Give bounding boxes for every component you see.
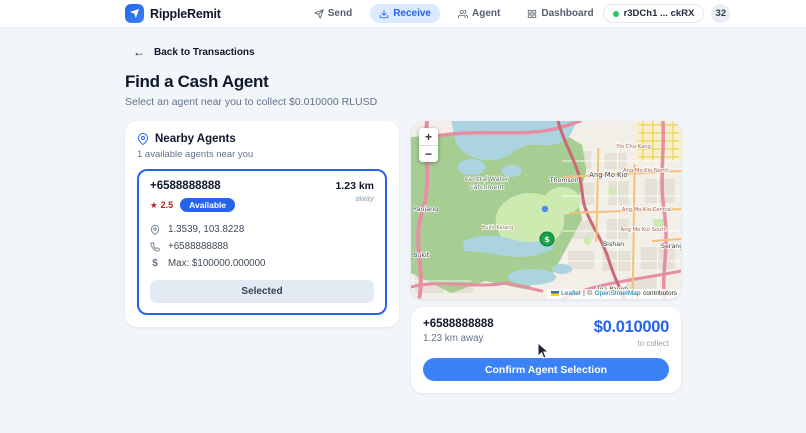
agent-marker-glyph: $ xyxy=(544,235,550,244)
map-label-amk-south: Ang Mo Kio South xyxy=(621,227,667,233)
map-small-parks xyxy=(583,187,665,245)
summary-amount: $0.010000 xyxy=(593,318,670,336)
location-pin-icon xyxy=(138,133,148,145)
map-column: + − xyxy=(411,121,681,393)
receive-icon xyxy=(380,9,389,18)
selection-summary-card: +6588888888 1.23 km away $0.010000 to co… xyxy=(411,307,681,393)
map-label-amk-central: Ang Mo Kio Central xyxy=(622,207,672,213)
brand-name: RippleRemit xyxy=(150,6,221,21)
phone-icon xyxy=(150,242,160,252)
leaflet-link[interactable]: Leaflet xyxy=(561,290,581,297)
back-arrow-icon: ← xyxy=(133,45,145,59)
main-nav: Send Receive Agent Dashboard xyxy=(305,4,603,23)
wallet-address: r3DCh1 ... ckRX xyxy=(623,8,695,19)
nav-tab-dashboard[interactable]: Dashboard xyxy=(518,4,602,23)
confirm-agent-selection-button[interactable]: Confirm Agent Selection xyxy=(423,358,669,381)
map-label-panjang: Panjang xyxy=(413,206,438,213)
coordinates-pin-icon xyxy=(150,224,160,235)
agent-contact-phone: +6588888888 xyxy=(168,241,229,253)
page-subtitle: Select an agent near you to collect $0.0… xyxy=(125,96,378,108)
send-icon xyxy=(314,8,324,19)
selected-button[interactable]: Selected xyxy=(150,280,374,304)
nearby-agents-card: Nearby Agents 1 available agents near yo… xyxy=(125,121,399,328)
user-location-marker xyxy=(541,205,549,213)
agent-rating: 2.5 xyxy=(160,200,174,211)
page-content: ← Back to Transactions Find a Cash Agent… xyxy=(125,28,681,393)
map-zoom-in-button[interactable]: + xyxy=(419,128,438,145)
map-label-amk-north: Ang Mo Kio North xyxy=(623,168,669,174)
agent-distance: 1.23 km xyxy=(335,180,374,192)
back-link-label: Back to Transactions xyxy=(154,46,255,58)
ukraine-flag-icon xyxy=(550,291,559,296)
top-navbar: RippleRemit Send Receive Agent Dashboard xyxy=(0,0,806,28)
map-label-central-water-2: Catchment xyxy=(469,184,504,191)
nav-tab-agent-label: Agent xyxy=(472,8,501,19)
map-label-ang-mo-kio: Ang Mo Kio xyxy=(589,171,627,179)
brand[interactable]: RippleRemit xyxy=(125,4,221,23)
map-label-serangoon: Serangoon xyxy=(661,243,681,250)
agent-distance-caption: away xyxy=(355,194,374,203)
dollar-icon: $ xyxy=(152,258,158,270)
notification-count-badge[interactable]: 32 xyxy=(711,4,731,23)
attribution-suffix: contributors xyxy=(643,290,677,297)
nav-tab-send[interactable]: Send xyxy=(305,4,361,23)
map-label-thomson: Thomson xyxy=(549,177,579,184)
map-label-yio-chu-kang: Yio Chu Kang xyxy=(615,144,650,150)
attribution-divider: | xyxy=(583,290,585,297)
dashboard-grid-icon xyxy=(528,9,537,18)
brand-logo-icon xyxy=(125,4,144,23)
nearby-agents-subtitle: 1 available agents near you xyxy=(137,149,254,160)
wallet-address-pill[interactable]: r3DCh1 ... ckRX xyxy=(602,4,705,23)
map-label-bukit: Bukit xyxy=(413,252,430,259)
map-label-bukit-kalang: Bukit Kalang xyxy=(482,225,514,231)
agent-coordinates: 1.3539, 103.8228 xyxy=(168,224,245,236)
summary-agent-phone: +6588888888 xyxy=(423,318,494,330)
map-industrial-zone xyxy=(634,121,681,161)
nav-tab-send-label: Send xyxy=(327,8,353,19)
agent-phone: +6588888888 xyxy=(150,180,221,192)
nav-tab-agent[interactable]: Agent xyxy=(449,4,509,23)
map-zoom-control: + − xyxy=(419,128,438,162)
summary-distance: 1.23 km away xyxy=(423,333,484,344)
attribution-copyright: © xyxy=(587,290,593,297)
map-attribution: Leaflet | © OpenStreetMap contributors xyxy=(546,289,681,299)
summary-amount-caption: to collect xyxy=(637,339,669,348)
back-to-transactions-link[interactable]: ← Back to Transactions xyxy=(133,46,255,58)
agent-map-marker[interactable]: $ xyxy=(539,231,555,247)
star-icon: ★ xyxy=(150,199,158,210)
map-label-bishan: Bishan xyxy=(603,241,624,248)
wallet-status-dot-icon xyxy=(612,10,619,17)
map-label-central-water-1: Central Water xyxy=(465,176,509,183)
map-container: + − xyxy=(411,121,681,299)
agent-status-badge: Available xyxy=(180,198,236,213)
agent-max-amount: Max: $100000.000000 xyxy=(168,258,266,270)
openstreetmap-link[interactable]: OpenStreetMap xyxy=(594,290,641,297)
nav-tab-receive-label: Receive xyxy=(393,8,431,19)
page-title: Find a Cash Agent xyxy=(125,72,269,91)
nav-tab-receive[interactable]: Receive xyxy=(370,4,440,23)
nearby-agents-title: Nearby Agents xyxy=(155,133,236,145)
agent-users-icon xyxy=(458,9,468,18)
nav-tab-dashboard-label: Dashboard xyxy=(541,8,594,19)
map-zoom-out-button[interactable]: − xyxy=(419,145,438,162)
agent-list-item[interactable]: +6588888888 ★ 2.5 Available 1.23 km away xyxy=(137,169,387,316)
